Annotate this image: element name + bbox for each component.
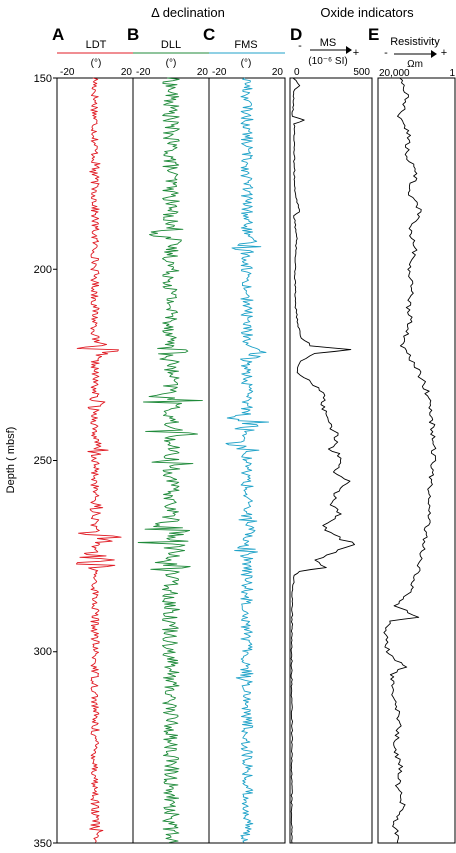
panel-a-unit: (°) [91,58,102,69]
depth-tick-labels: 150 200 250 300 350 [34,73,52,850]
depth-tick-label: 300 [34,646,52,658]
panel-d-series-line [290,77,355,844]
panel-a-letter: A [52,25,64,44]
panel-d-plus: + [353,47,359,59]
panel-c-letter: C [203,25,215,44]
panel-d-name: MS [320,37,337,49]
panel-c-tick-left: -20 [212,67,227,78]
oxide-group-title: Oxide indicators [320,5,414,20]
panel-d-letter: D [290,25,302,44]
panel-d-tick-right: 500 [353,67,370,78]
panel-a-series-line [75,77,122,843]
panel-e-plus: + [441,47,447,59]
panel-a-frame [56,77,134,844]
panel-b-unit: (°) [166,58,177,69]
panel-c-tick-right: 20 [272,67,284,78]
panel-a-tick-right: 20 [121,67,133,78]
panel-a-name: LDT [86,39,107,51]
panel-d-arrow-head [346,46,352,54]
panel-d-minus: - [298,40,302,52]
depth-tick-label: 350 [34,838,52,850]
panel-d-unit: (10⁻⁶ SI) [308,56,347,67]
panel-c-frame [208,77,286,844]
depth-axis-label: Depth ( mbsf) [5,427,17,494]
panel-e-arrow-head [431,50,437,58]
panel-e-letter: E [368,25,379,44]
panel-e-frame [377,77,456,844]
panel-b-series-line [137,77,203,843]
panel-b-tick-left: -20 [136,67,151,78]
panel-e-series-line [383,77,437,844]
panel-e [377,77,456,844]
panel-a-tick-left: -20 [60,67,75,78]
declination-group-title: Δ declination [151,5,225,20]
plot-area [53,52,456,844]
panel-b-name: DLL [161,39,181,51]
panel-c-unit: (°) [241,58,252,69]
depth-tick-label: 150 [34,73,52,85]
panel-a [56,52,134,844]
panel-b [132,52,210,844]
panel-e-name: Resistivity [390,36,440,48]
panel-d [289,77,373,844]
panel-e-unit: Ωm [407,59,423,70]
depth-tick-label: 250 [34,455,52,467]
panel-c-name: FMS [234,39,257,51]
panel-c [208,52,286,844]
panel-b-letter: B [127,25,139,44]
depth-tick-label: 200 [34,264,52,276]
panel-d-tick-left: 0 [294,67,300,78]
panel-b-tick-right: 20 [197,67,209,78]
panel-e-minus: - [384,47,388,59]
panel-e-tick-left: 20,000 [379,68,410,79]
panel-d-frame [289,77,373,844]
panel-e-tick-right: 1 [449,68,455,79]
panel-c-series-line [225,77,270,843]
